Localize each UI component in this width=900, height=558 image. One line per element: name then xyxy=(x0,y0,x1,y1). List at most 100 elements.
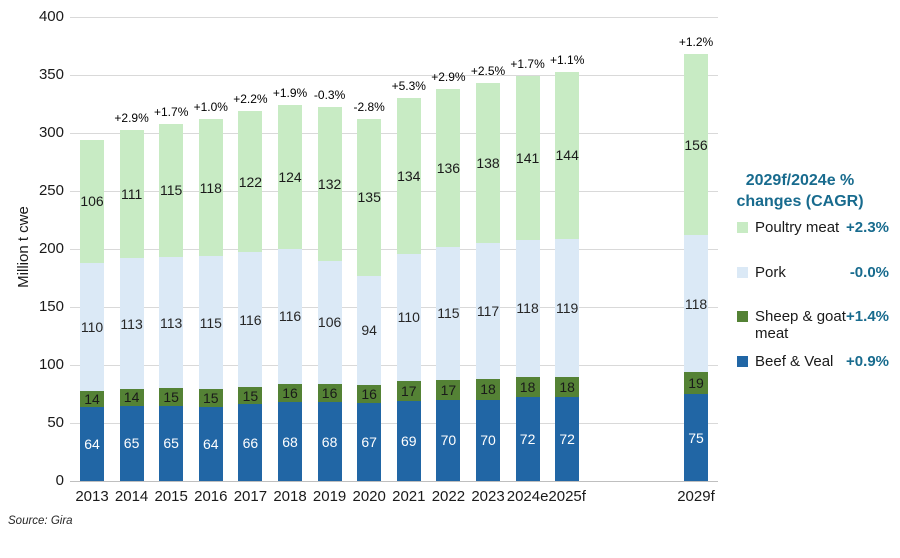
gridline xyxy=(70,133,718,134)
bar-segment-sheep-goat-meat: 15 xyxy=(159,388,184,406)
bar-segment-sheep-goat-meat: 16 xyxy=(278,383,302,403)
y-axis-tick-label: 100 xyxy=(38,356,64,373)
x-axis-tick-label: 2029f xyxy=(677,488,715,505)
x-axis-tick-label: 2014 xyxy=(114,488,149,505)
bar-segment-beef-veal: 67 xyxy=(357,403,382,481)
gridline xyxy=(70,481,718,482)
bar-segment-pork: 118 xyxy=(515,239,540,377)
bar-value-label: 115 xyxy=(437,305,460,322)
gridline xyxy=(70,75,718,76)
bar-value-label: 17 xyxy=(440,381,457,398)
bar-value-label: 119 xyxy=(556,299,579,316)
bar-segment-poultry-meat: 122 xyxy=(238,110,263,253)
bar-value-label: 135 xyxy=(357,189,381,206)
legend-item-value: -0.0% xyxy=(849,264,889,281)
bar-segment-beef-veal: 69 xyxy=(396,400,421,481)
x-axis-tick-label: 2018 xyxy=(273,488,307,505)
bar-segment-pork: 110 xyxy=(80,262,104,391)
bar-segment-beef-veal: 72 xyxy=(515,397,540,481)
bar-segment-poultry-meat: 106 xyxy=(80,139,104,263)
growth-label: -2.8% xyxy=(353,100,385,115)
legend-item-value: +1.4% xyxy=(846,308,889,325)
legend-item: Pork -0.0% xyxy=(737,264,889,281)
bar-segment-pork: 115 xyxy=(198,255,223,390)
gridline xyxy=(70,191,718,192)
growth-label: +1.7% xyxy=(154,104,189,119)
bar-segment-beef-veal: 64 xyxy=(80,406,104,481)
bar-segment-sheep-goat-meat: 14 xyxy=(80,390,104,407)
x-axis-tick-label: 2016 xyxy=(194,488,228,505)
bar-value-label: 141 xyxy=(515,149,540,166)
bar-segment-poultry-meat: 144 xyxy=(555,71,580,239)
x-axis-tick-label: 2025f xyxy=(548,488,586,505)
bar-value-label: 118 xyxy=(516,300,539,317)
bar-segment-sheep-goat-meat: 18 xyxy=(476,378,500,400)
legend-item: Beef & Veal +0.9% xyxy=(737,353,889,370)
gridline xyxy=(70,17,718,18)
legend-swatch xyxy=(737,267,748,278)
bar-value-label: 110 xyxy=(397,309,420,326)
legend-title: 2029f/2024e % changes (CAGR) xyxy=(736,172,864,210)
bar-segment-pork: 116 xyxy=(278,249,302,384)
bar-value-label: 18 xyxy=(519,379,536,396)
bar-segment-sheep-goat-meat: 14 xyxy=(119,389,144,406)
y-axis-tick-label: 400 xyxy=(38,8,64,25)
bar-value-label: 16 xyxy=(321,384,338,401)
bar-segment-beef-veal: 66 xyxy=(238,404,263,481)
legend-swatch xyxy=(737,311,748,322)
bar-segment-poultry-meat: 115 xyxy=(159,123,184,258)
bar-value-label: 134 xyxy=(397,167,421,184)
bar-value-label: 75 xyxy=(688,429,704,446)
bar-value-label: 67 xyxy=(361,434,377,451)
growth-label: -0.3% xyxy=(313,88,346,103)
bar-value-label: 144 xyxy=(555,147,579,164)
bar-value-label: 15 xyxy=(163,388,179,405)
x-axis-tick-label: 2019 xyxy=(312,488,347,505)
bar-value-label: 19 xyxy=(688,374,704,391)
bar-value-label: 113 xyxy=(160,314,183,331)
x-axis-tick-label: 2020 xyxy=(352,488,386,505)
bar-value-label: 16 xyxy=(361,385,377,402)
bar-value-label: 72 xyxy=(559,431,575,448)
bar-segment-sheep-goat-meat: 18 xyxy=(515,376,540,398)
bar-segment-poultry-meat: 136 xyxy=(436,88,461,247)
bar-segment-beef-veal: 72 xyxy=(555,397,580,481)
bar-value-label: 68 xyxy=(282,433,298,450)
growth-label: +2.5% xyxy=(470,64,506,79)
bar-segment-poultry-meat: 141 xyxy=(515,76,540,240)
bar-segment-poultry-meat: 111 xyxy=(119,129,144,259)
bar-value-label: 94 xyxy=(361,322,377,339)
legend-swatch xyxy=(737,356,748,367)
bar-segment-sheep-goat-meat: 16 xyxy=(317,383,342,403)
y-axis-tick-label: 350 xyxy=(38,66,64,83)
bar-value-label: 116 xyxy=(278,308,302,325)
bar-segment-beef-veal: 68 xyxy=(317,402,342,481)
bar-value-label: 115 xyxy=(199,314,222,331)
legend-item: Sheep & goat meat +1.4% xyxy=(737,308,889,342)
y-axis-tick-label: 250 xyxy=(38,182,64,199)
bar-segment-beef-veal: 65 xyxy=(119,405,144,481)
legend-item-label: Beef & Veal xyxy=(755,353,834,370)
growth-label: +2.9% xyxy=(114,110,149,125)
bar-value-label: 15 xyxy=(203,390,219,407)
bar-value-label: 70 xyxy=(440,432,457,449)
bar-segment-pork: 115 xyxy=(436,246,461,381)
x-axis-tick-label: 2017 xyxy=(233,488,268,505)
bar-segment-beef-veal: 70 xyxy=(476,399,500,481)
legend-item: Poultry meat +2.3% xyxy=(737,219,889,236)
x-axis-tick-label: 2022 xyxy=(431,488,466,505)
x-axis-tick-label: 2023 xyxy=(471,488,505,505)
legend-item-label: Pork xyxy=(755,264,786,281)
bar-segment-sheep-goat-meat: 16 xyxy=(357,384,382,404)
bar-segment-pork: 119 xyxy=(555,238,580,377)
bar-segment-poultry-meat: 124 xyxy=(278,105,302,249)
bar-value-label: 124 xyxy=(278,169,302,186)
bar-value-label: 14 xyxy=(84,390,100,407)
bar-value-label: 118 xyxy=(684,295,708,312)
growth-label: +1.1% xyxy=(550,52,585,67)
bar-value-label: 17 xyxy=(401,383,417,400)
bar-segment-poultry-meat: 118 xyxy=(198,119,223,256)
growth-label: +5.3% xyxy=(391,79,426,94)
x-axis-tick-label: 2021 xyxy=(392,488,426,505)
